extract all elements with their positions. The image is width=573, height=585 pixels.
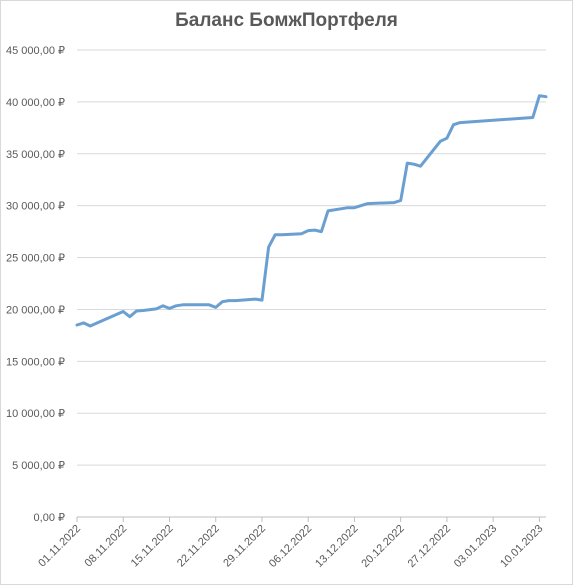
- y-tick-label: 10 000,00 ₽: [6, 408, 65, 420]
- x-tick-label: 29.11.2022: [221, 523, 268, 570]
- series-line-balance: [75, 94, 548, 328]
- y-axis: 0,00 ₽ 5 000,00 ₽ 10 000,00 ₽ 15 000,00 ₽ 20…: [6, 45, 65, 524]
- x-tick-label: 27.12.2022: [406, 523, 453, 570]
- x-axis: 01.11.2022 08.11.2022 15.11.2022 22.11.2022…: [36, 517, 546, 570]
- y-tick-label: 45 000,00 ₽: [6, 45, 65, 57]
- x-tick-label: 22.11.2022: [175, 523, 222, 570]
- y-tick-label: 25 000,00 ₽: [6, 253, 65, 265]
- x-tick-label: 20.12.2022: [359, 523, 406, 570]
- y-tick-label: 0,00 ₽: [34, 512, 65, 524]
- chart-title: Баланс БомжПортфеля: [175, 10, 398, 31]
- y-tick-label: 40 000,00 ₽: [6, 97, 65, 109]
- y-tick-label: 30 000,00 ₽: [6, 201, 65, 213]
- x-tick-label: 15.11.2022: [129, 523, 176, 570]
- x-tick-label: 01.11.2022: [36, 523, 83, 570]
- x-tick-label: 03.01.2023: [452, 523, 499, 570]
- x-tick-label: 08.11.2022: [83, 523, 130, 570]
- y-tick-label: 5 000,00 ₽: [12, 460, 65, 472]
- y-tick-label: 35 000,00 ₽: [6, 149, 65, 161]
- y-tick-label: 20 000,00 ₽: [6, 304, 65, 316]
- x-tick-label: 06.12.2022: [267, 523, 314, 570]
- x-tick-label: 10.01.2023: [498, 523, 545, 570]
- x-tick-label: 13.12.2022: [313, 523, 360, 570]
- y-tick-label: 15 000,00 ₽: [6, 356, 65, 368]
- series-group: [75, 94, 548, 328]
